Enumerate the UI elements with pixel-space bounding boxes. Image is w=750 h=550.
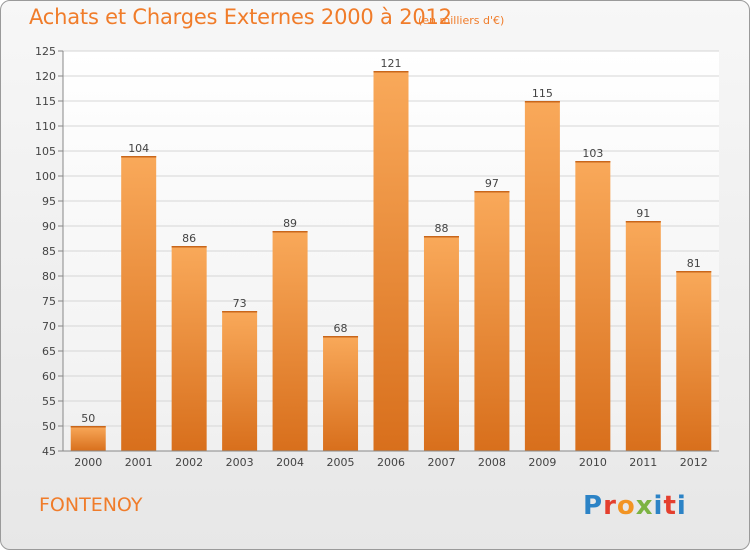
x-tick-label: 2011	[629, 456, 657, 469]
x-tick-label: 2004	[276, 456, 304, 469]
data-label: 50	[81, 412, 95, 425]
y-tick-label: 50	[42, 420, 56, 433]
x-tick-label: 2006	[377, 456, 405, 469]
x-tick-label: 2001	[125, 456, 153, 469]
y-tick-label: 65	[42, 345, 56, 358]
y-tick-label: 85	[42, 245, 56, 258]
data-label: 88	[434, 222, 448, 235]
bar-top-edge	[575, 161, 611, 163]
y-tick-label: 105	[35, 145, 56, 158]
bar	[272, 231, 308, 451]
bar-top-edge	[524, 101, 560, 103]
y-tick-label: 70	[42, 320, 56, 333]
y-tick-label: 60	[42, 370, 56, 383]
bar-top-edge	[676, 271, 712, 273]
bar-top-edge	[272, 231, 308, 233]
y-tick-label: 120	[35, 70, 56, 83]
y-tick-label: 45	[42, 445, 56, 458]
y-tick-label: 75	[42, 295, 56, 308]
bar	[373, 71, 409, 451]
bar	[121, 156, 157, 451]
y-tick-label: 125	[35, 45, 56, 58]
x-tick-label: 2005	[327, 456, 355, 469]
data-label: 121	[381, 57, 402, 70]
x-tick-label: 2009	[528, 456, 556, 469]
x-tick-label: 2000	[74, 456, 102, 469]
data-label: 97	[485, 177, 499, 190]
bar-top-edge	[423, 236, 459, 238]
x-tick-label: 2008	[478, 456, 506, 469]
proxiti-logo: Proxiti	[583, 491, 687, 521]
y-tick-label: 100	[35, 170, 56, 183]
y-tick-label: 95	[42, 195, 56, 208]
data-label: 103	[582, 147, 603, 160]
x-tick-label: 2002	[175, 456, 203, 469]
data-label: 89	[283, 217, 297, 230]
y-tick-label: 90	[42, 220, 56, 233]
bar	[323, 336, 359, 451]
data-label: 68	[334, 322, 348, 335]
bar	[474, 191, 510, 451]
bar-top-edge	[121, 156, 157, 158]
chart-subtitle: (en milliers d'€)	[418, 14, 505, 27]
bar	[625, 221, 661, 451]
data-label: 86	[182, 232, 196, 245]
bar	[575, 161, 611, 451]
y-tick-label: 110	[35, 120, 56, 133]
bar-top-edge	[171, 246, 207, 248]
data-label: 81	[687, 257, 701, 270]
x-tick-label: 2007	[427, 456, 455, 469]
bar-top-edge	[373, 71, 409, 73]
data-label: 73	[233, 297, 247, 310]
bar-top-edge	[625, 221, 661, 223]
y-tick-label: 80	[42, 270, 56, 283]
bar	[70, 426, 106, 451]
bar-top-edge	[70, 426, 106, 428]
bar-top-edge	[323, 336, 359, 338]
bar	[676, 271, 712, 451]
data-label: 104	[128, 142, 149, 155]
x-tick-label: 2012	[680, 456, 708, 469]
bar	[423, 236, 459, 451]
x-tick-label: 2003	[226, 456, 254, 469]
y-tick-label: 115	[35, 95, 56, 108]
city-name: FONTENOY	[39, 494, 143, 516]
data-label: 115	[532, 87, 553, 100]
bar-top-edge	[474, 191, 510, 193]
bar-top-edge	[222, 311, 258, 313]
x-tick-label: 2010	[579, 456, 607, 469]
bar	[222, 311, 258, 451]
bar	[524, 101, 560, 451]
data-label: 91	[636, 207, 650, 220]
chart-title: Achats et Charges Externes 2000 à 2012	[29, 5, 452, 29]
y-tick-label: 55	[42, 395, 56, 408]
bar	[171, 246, 207, 451]
